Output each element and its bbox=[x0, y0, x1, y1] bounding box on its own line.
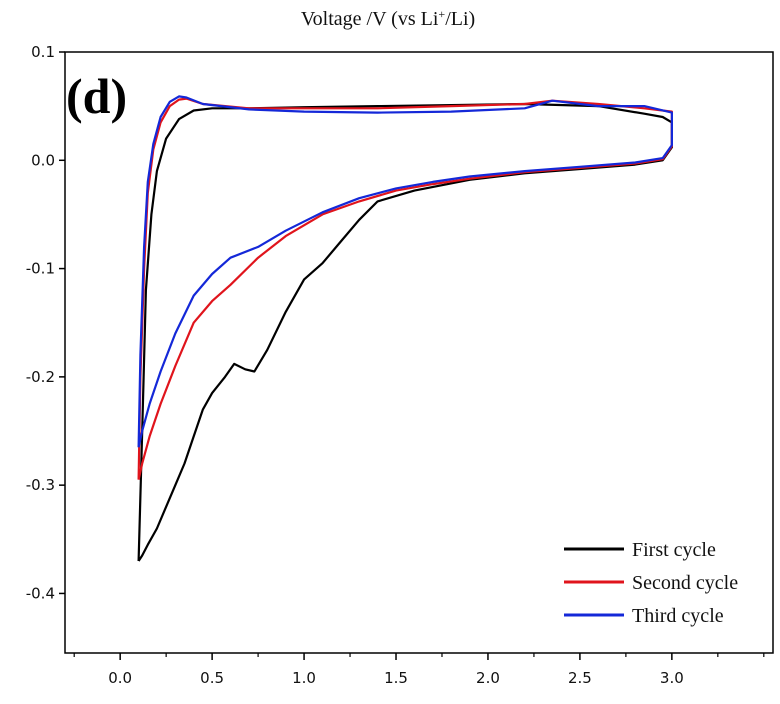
chart-title: Voltage /V (vs Li+/Li) bbox=[301, 7, 475, 30]
y-axis: 0.1 0.0 -0.1 -0.2 -0.3 -0.4 bbox=[26, 43, 65, 602]
legend-label: Third cycle bbox=[632, 605, 724, 627]
x-tick-label: 1.0 bbox=[292, 669, 316, 687]
legend-label: Second cycle bbox=[632, 572, 738, 594]
series-line-1 bbox=[137, 102, 673, 562]
series-line-2 bbox=[137, 97, 673, 480]
y-tick-label: 0.1 bbox=[31, 43, 55, 61]
y-tick-label: 0.0 bbox=[31, 151, 55, 169]
y-tick-label: -0.4 bbox=[26, 584, 55, 602]
legend: First cycle Second cycle Third cycle bbox=[564, 539, 738, 627]
legend-label: First cycle bbox=[632, 539, 716, 561]
panel-label: (d) bbox=[66, 68, 127, 124]
x-tick-label: 1.5 bbox=[384, 669, 408, 687]
y-tick-label: -0.3 bbox=[26, 476, 55, 494]
series-line-3 bbox=[137, 95, 673, 448]
y-tick-label: -0.2 bbox=[26, 368, 55, 386]
y-tick-label: -0.1 bbox=[26, 260, 55, 278]
x-tick-label: 2.0 bbox=[476, 669, 500, 687]
x-tick-label: 0.0 bbox=[108, 669, 132, 687]
plot-frame bbox=[64, 51, 774, 654]
x-tick-label: 3.0 bbox=[660, 669, 684, 687]
x-tick-label: 2.5 bbox=[568, 669, 592, 687]
x-axis: 0.0 0.5 1.0 1.5 2.0 2.5 3.0 bbox=[73, 653, 765, 687]
series-layer bbox=[137, 95, 673, 562]
x-tick-label: 0.5 bbox=[200, 669, 224, 687]
